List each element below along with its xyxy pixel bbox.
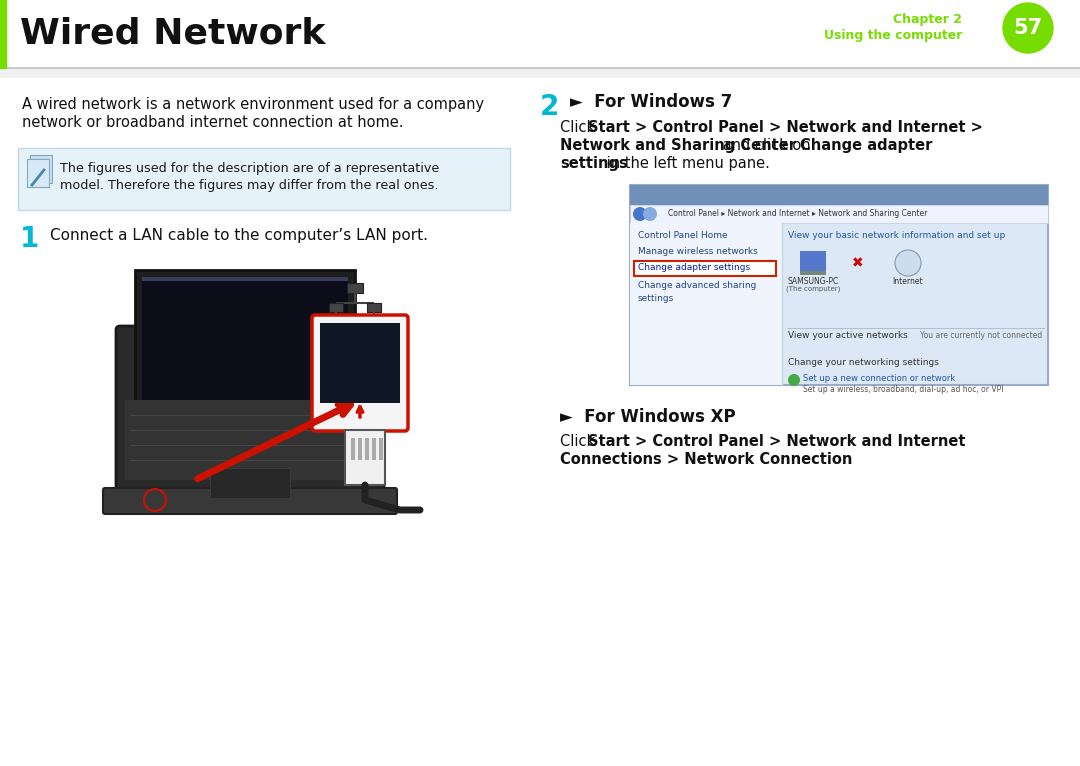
Text: 2: 2 xyxy=(540,93,559,121)
Text: network or broadband internet connection at home.: network or broadband internet connection… xyxy=(22,115,404,130)
Text: Connections > Network Connection: Connections > Network Connection xyxy=(561,452,852,467)
FancyBboxPatch shape xyxy=(116,326,384,499)
Bar xyxy=(630,185,1048,205)
Text: ►  For Windows 7: ► For Windows 7 xyxy=(570,93,732,111)
Bar xyxy=(800,271,826,275)
Text: ✖: ✖ xyxy=(852,256,864,270)
Bar xyxy=(367,303,381,312)
Text: A wired network is a network environment used for a company: A wired network is a network environment… xyxy=(22,97,484,112)
Text: Wired Network: Wired Network xyxy=(21,17,325,51)
Circle shape xyxy=(895,250,921,276)
Bar xyxy=(630,185,1048,385)
Bar xyxy=(379,438,383,460)
Bar xyxy=(125,400,375,480)
Text: Chapter 2: Chapter 2 xyxy=(893,14,962,27)
Text: ►  For Windows XP: ► For Windows XP xyxy=(561,408,735,426)
Bar xyxy=(141,277,348,412)
Text: Click: Click xyxy=(561,120,599,135)
Bar xyxy=(372,438,376,460)
Bar xyxy=(320,323,400,403)
Text: in the left menu pane.: in the left menu pane. xyxy=(602,156,770,171)
Text: model. Therefore the figures may differ from the real ones.: model. Therefore the figures may differ … xyxy=(60,179,438,192)
Bar xyxy=(329,303,343,312)
Text: Change your networking settings: Change your networking settings xyxy=(788,358,939,367)
Text: Set up a wireless, broadband, dial-up, ad hoc, or VPI: Set up a wireless, broadband, dial-up, a… xyxy=(804,385,1003,394)
Text: Control Panel Home: Control Panel Home xyxy=(638,231,728,240)
Bar xyxy=(27,159,49,187)
FancyBboxPatch shape xyxy=(312,315,408,431)
Bar xyxy=(0,68,1080,78)
Bar xyxy=(30,155,52,183)
Circle shape xyxy=(788,374,800,386)
Text: Start > Control Panel > Network and Internet >: Start > Control Panel > Network and Inte… xyxy=(588,120,983,135)
FancyBboxPatch shape xyxy=(18,148,510,210)
Text: (The computer): (The computer) xyxy=(786,286,840,293)
Bar xyxy=(357,438,362,460)
Text: Click: Click xyxy=(561,434,599,449)
Circle shape xyxy=(633,207,647,221)
Bar xyxy=(630,205,1048,223)
Text: Manage wireless networks: Manage wireless networks xyxy=(638,247,758,256)
Text: 57: 57 xyxy=(1013,18,1042,38)
Bar xyxy=(800,251,826,271)
Bar xyxy=(351,438,355,460)
Bar xyxy=(135,270,355,420)
Text: Start > Control Panel > Network and Internet: Start > Control Panel > Network and Inte… xyxy=(588,434,966,449)
Text: Control Panel ▸ Network and Internet ▸ Network and Sharing Center: Control Panel ▸ Network and Internet ▸ N… xyxy=(669,209,928,218)
Text: View your active networks: View your active networks xyxy=(788,331,908,340)
Bar xyxy=(210,468,291,498)
Bar xyxy=(365,438,369,460)
FancyBboxPatch shape xyxy=(103,488,397,514)
Text: Change adapter: Change adapter xyxy=(800,138,932,153)
Bar xyxy=(141,277,348,281)
Text: The figures used for the description are of a representative: The figures used for the description are… xyxy=(60,162,440,175)
Text: Using the computer: Using the computer xyxy=(824,30,962,42)
Text: Internet: Internet xyxy=(893,277,923,286)
Text: Connect a LAN cable to the computer’s LAN port.: Connect a LAN cable to the computer’s LA… xyxy=(50,228,428,243)
Circle shape xyxy=(1003,3,1053,53)
Bar xyxy=(0,0,6,68)
Text: Change adapter settings: Change adapter settings xyxy=(638,264,751,273)
Text: 1: 1 xyxy=(21,225,39,253)
Text: settings: settings xyxy=(638,294,674,303)
Text: View your basic network information and set up: View your basic network information and … xyxy=(788,231,1005,240)
Text: .: . xyxy=(762,452,767,467)
Text: SAMSUNG-PC: SAMSUNG-PC xyxy=(787,277,839,286)
Text: You are currently not connected: You are currently not connected xyxy=(920,331,1042,340)
Circle shape xyxy=(643,207,657,221)
Bar xyxy=(347,283,363,293)
Text: and click on: and click on xyxy=(718,138,815,153)
Bar xyxy=(634,261,777,276)
Text: settings: settings xyxy=(561,156,627,171)
Text: Set up a new connection or network: Set up a new connection or network xyxy=(804,374,955,383)
Bar xyxy=(345,430,384,485)
Bar xyxy=(630,223,782,385)
Text: Network and Sharing Center: Network and Sharing Center xyxy=(561,138,796,153)
Text: Change advanced sharing: Change advanced sharing xyxy=(638,281,756,290)
